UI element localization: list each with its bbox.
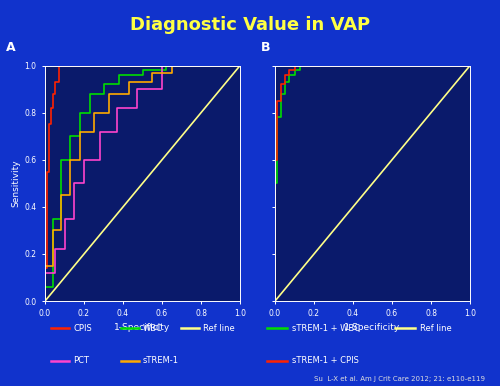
Text: sTREM-1: sTREM-1 bbox=[143, 356, 179, 366]
Text: CPIS: CPIS bbox=[73, 323, 92, 333]
Text: WBC: WBC bbox=[143, 323, 163, 333]
Text: Ref line: Ref line bbox=[203, 323, 235, 333]
Text: sTREM-1 + CPIS: sTREM-1 + CPIS bbox=[292, 356, 358, 366]
Text: B: B bbox=[262, 41, 271, 54]
Text: Su  L-X et al. Am J Crit Care 2012; 21: e110-e119: Su L-X et al. Am J Crit Care 2012; 21: e… bbox=[314, 376, 485, 382]
X-axis label: 1-Specificity: 1-Specificity bbox=[114, 323, 170, 332]
Text: A: A bbox=[6, 41, 16, 54]
Text: Diagnostic Value in VAP: Diagnostic Value in VAP bbox=[130, 16, 370, 34]
Y-axis label: Sensitivity: Sensitivity bbox=[12, 159, 20, 207]
Text: sTREM-1 + WBC: sTREM-1 + WBC bbox=[292, 323, 360, 333]
Text: PCT: PCT bbox=[73, 356, 89, 366]
X-axis label: 1-Specificity: 1-Specificity bbox=[344, 323, 401, 332]
Text: Ref line: Ref line bbox=[420, 323, 452, 333]
